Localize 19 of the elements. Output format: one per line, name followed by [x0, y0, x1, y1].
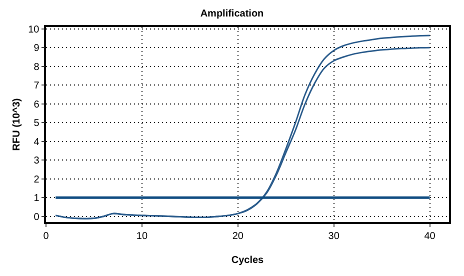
y-tick-label: 5: [34, 118, 40, 130]
y-tick-label: 6: [34, 99, 40, 110]
x-tick-label: 30: [328, 230, 340, 242]
x-tick-label: 40: [424, 230, 436, 242]
y-tick-label: 3: [34, 156, 40, 167]
y-tick-label: 0: [34, 212, 40, 223]
y-tick-label: 9: [34, 43, 40, 54]
y-tick-label: 4: [34, 136, 40, 148]
y-tick-label: 7: [34, 80, 40, 92]
x-tick-label: 20: [232, 230, 244, 242]
y-tick-label: 8: [34, 62, 40, 73]
y-axis-title: RFU (10^3): [12, 98, 23, 151]
x-axis-title: Cycles: [231, 254, 264, 266]
chart-title: Amplification: [200, 8, 264, 20]
x-tick-label: 10: [136, 230, 148, 242]
y-tick-label: 10: [28, 24, 40, 36]
y-tick-label: 2: [34, 174, 40, 186]
y-tick-label: 1: [34, 193, 40, 204]
x-tick-label: 0: [43, 230, 50, 242]
